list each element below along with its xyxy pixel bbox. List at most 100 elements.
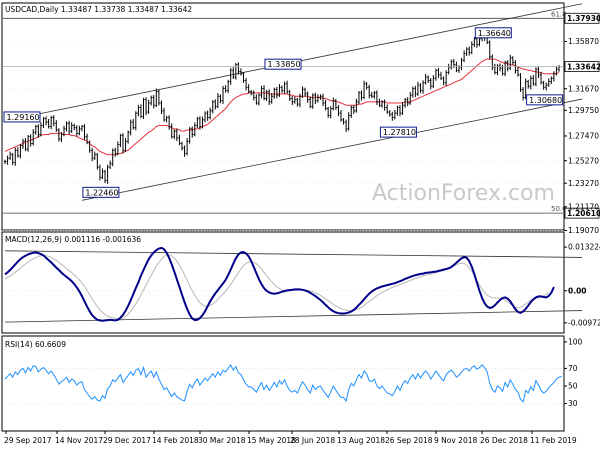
ohlc-bar bbox=[162, 107, 166, 122]
ohlc-bar bbox=[147, 99, 150, 114]
ohlc-bar bbox=[365, 82, 368, 90]
callout-label: 1.36640 bbox=[478, 29, 511, 38]
callout-box bbox=[474, 27, 512, 39]
ohlc-bar bbox=[191, 126, 194, 138]
ohlc-bar bbox=[62, 125, 66, 137]
ohlc-bar bbox=[319, 94, 322, 100]
ohlc-bar bbox=[47, 118, 50, 129]
ohlc-bar bbox=[280, 85, 284, 94]
callout-box bbox=[379, 126, 417, 138]
ohlc-bar bbox=[444, 70, 448, 86]
current-price-label: 1.33642 bbox=[567, 62, 600, 71]
ohlc-bar bbox=[250, 89, 253, 96]
rsi-tick-label: 100 bbox=[568, 338, 583, 347]
ohlc-bar bbox=[547, 78, 550, 87]
ohlc-bar bbox=[160, 100, 163, 115]
ohlc-bar bbox=[232, 67, 235, 79]
ohlc-bar bbox=[283, 81, 286, 94]
callout-label: 1.27810 bbox=[383, 128, 416, 137]
ohlc-bar bbox=[357, 91, 361, 105]
ohlc-bar bbox=[391, 111, 394, 121]
time-tick-label: 28 Jun 2018 bbox=[290, 436, 335, 445]
ohlc-bar bbox=[242, 71, 245, 83]
ohlc-bar bbox=[414, 85, 417, 98]
ohlc-bar bbox=[303, 87, 307, 97]
ohlc-bar bbox=[403, 97, 407, 108]
macd-channel-upper-line bbox=[4, 250, 583, 258]
ohlc-bar bbox=[309, 96, 312, 109]
ohlc-bar bbox=[462, 50, 466, 63]
price-gridlines bbox=[3, 41, 563, 231]
callout-box bbox=[3, 111, 41, 123]
ohlc-bar bbox=[132, 118, 135, 130]
ohlc-bar bbox=[447, 63, 450, 75]
ohlc-bar bbox=[37, 124, 40, 138]
current-price-box bbox=[564, 61, 600, 72]
callout-label: 1.30680 bbox=[529, 96, 562, 105]
ohlc-bar bbox=[226, 79, 230, 94]
ohlc-bar bbox=[419, 83, 422, 94]
macd-tick-label: 0.013224 bbox=[568, 243, 600, 252]
fibonacci-levels: 61.8 1.37930 50.0 1.20610 bbox=[3, 10, 600, 219]
ohlc-bar bbox=[206, 110, 209, 121]
fib-level-price: 1.37930 bbox=[567, 14, 600, 23]
ohlc-bar bbox=[311, 93, 314, 109]
ohlc-bar bbox=[293, 96, 297, 104]
ohlc-bar bbox=[342, 118, 345, 125]
time-tick-label: 29 Sep 2017 bbox=[4, 436, 52, 445]
ohlc-bar bbox=[101, 168, 104, 180]
ohlc-bar bbox=[247, 84, 250, 94]
ohlc-bar bbox=[519, 73, 522, 92]
ohlc-bar bbox=[139, 104, 143, 119]
ohlc-bar bbox=[516, 67, 520, 77]
ohlc-bar bbox=[398, 105, 402, 117]
ohlc-bar bbox=[175, 128, 179, 142]
ohlc-bar bbox=[80, 124, 84, 132]
ohlc-bar bbox=[111, 148, 114, 167]
ohlc-bar bbox=[208, 107, 212, 120]
ohlc-bar bbox=[237, 62, 240, 75]
ohlc-bar bbox=[265, 89, 268, 101]
ohlc-bar bbox=[134, 111, 138, 131]
ohlc-bar bbox=[324, 99, 327, 111]
ohlc-bar bbox=[411, 86, 415, 98]
ohlc-bar bbox=[496, 64, 499, 76]
ohlc-bar bbox=[73, 123, 76, 131]
ohlc-bar bbox=[211, 100, 214, 114]
ohlc-bar bbox=[344, 119, 348, 133]
ohlc-bar bbox=[267, 89, 271, 106]
ohlc-bar bbox=[32, 129, 35, 146]
time-tick-label: 29 Dec 2017 bbox=[103, 436, 151, 445]
callout-label: 1.22460 bbox=[85, 188, 118, 197]
ohlc-bar bbox=[527, 79, 530, 89]
ohlc-bar bbox=[185, 138, 189, 156]
ohlc-bar bbox=[152, 94, 155, 109]
ohlc-bar bbox=[29, 134, 32, 147]
ohlc-bar bbox=[288, 89, 291, 101]
ohlc-bar bbox=[298, 93, 302, 108]
ohlc-bar bbox=[275, 87, 279, 99]
ohlc-bar bbox=[142, 97, 145, 119]
ohlc-bar bbox=[524, 78, 527, 100]
callout-label: 1.29160 bbox=[7, 113, 40, 122]
ohlc-bar bbox=[219, 94, 222, 104]
ohlc-bar bbox=[278, 84, 281, 97]
price-tick-label: 1.31670 bbox=[568, 84, 599, 93]
price-tick-label: 1.25270 bbox=[568, 156, 599, 165]
ohlc-bar bbox=[34, 124, 37, 135]
ohlc-bar bbox=[144, 97, 148, 116]
ohlc-bar bbox=[491, 54, 494, 71]
callout-box bbox=[526, 94, 564, 106]
price-panel-frame bbox=[1, 2, 565, 231]
ohlc-bar bbox=[550, 76, 553, 85]
rsi-line bbox=[4, 363, 562, 403]
ohlc-bar bbox=[257, 93, 261, 106]
callout-box bbox=[82, 186, 120, 198]
ohlc-bar bbox=[126, 130, 130, 144]
rsi-gridlines bbox=[3, 368, 563, 404]
rsi-axis: 100 70 50 30 bbox=[564, 338, 583, 408]
ohlc-bar bbox=[416, 81, 420, 96]
ohlc-bar bbox=[85, 133, 89, 145]
ohlc-bar bbox=[368, 84, 371, 99]
